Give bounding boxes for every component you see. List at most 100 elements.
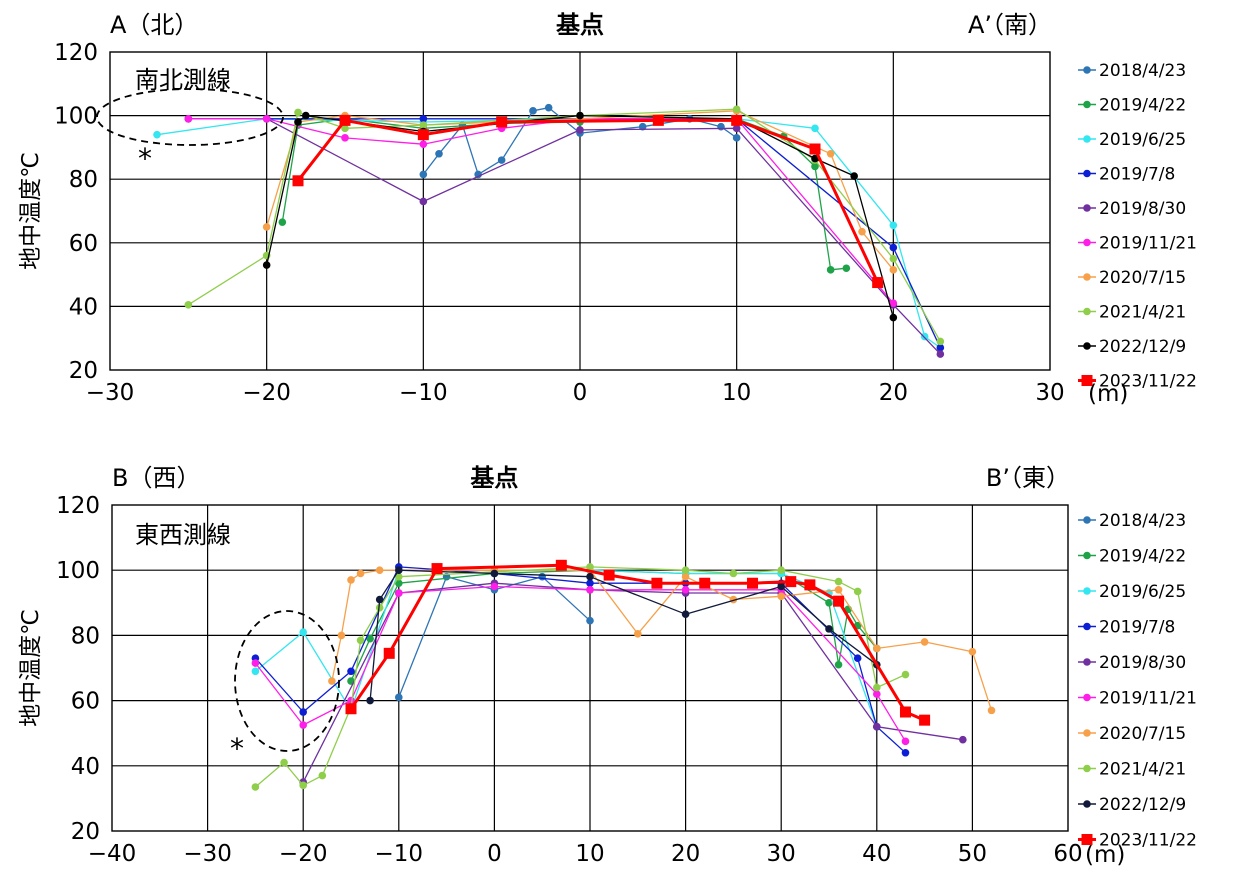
data-point — [341, 134, 349, 142]
data-point — [811, 154, 819, 163]
data-point — [987, 706, 996, 715]
plot-frame — [111, 504, 1069, 832]
data-point — [826, 266, 835, 274]
y-tick-label: 40 — [69, 294, 98, 320]
origin-label: 基点 — [470, 464, 518, 492]
legend-entry: 2019/8/30 — [1078, 653, 1186, 673]
data-point — [576, 111, 584, 120]
data-point — [936, 337, 945, 346]
legend-entry: 2018/4/23 — [1078, 511, 1186, 531]
data-point — [936, 350, 945, 358]
data-point — [811, 124, 819, 133]
data-point — [417, 129, 429, 141]
data-point — [383, 647, 395, 659]
legend-label: 2022/12/9 — [1099, 795, 1186, 815]
x-tick-label: 0 — [487, 841, 502, 867]
legend-entry: 2020/7/15 — [1078, 268, 1186, 288]
legend-entry: 2022/12/9 — [1078, 337, 1186, 357]
data-point — [811, 162, 819, 171]
data-point — [497, 156, 506, 164]
x-tick-label: 30 — [1035, 380, 1064, 406]
data-point — [872, 277, 884, 289]
x-unit-label: (m) — [1085, 842, 1125, 868]
data-point — [366, 634, 374, 643]
data-point — [834, 585, 843, 594]
data-point — [889, 243, 898, 252]
legend-swatch-marker — [1083, 273, 1091, 281]
y-axis-title: 地中温度℃ — [18, 609, 44, 727]
data-point — [889, 266, 898, 274]
data-point — [834, 577, 843, 586]
data-point — [586, 572, 594, 581]
y-tick-label: 120 — [54, 40, 98, 66]
asterisk-annotation: * — [138, 142, 152, 175]
legend-label: 2019/11/21 — [1099, 234, 1197, 254]
data-point — [732, 105, 741, 114]
data-point — [184, 114, 193, 123]
data-point — [278, 218, 287, 226]
data-point — [356, 569, 365, 578]
right-end-label: B’（東） — [986, 464, 1070, 492]
data-point — [544, 103, 553, 112]
data-point — [842, 264, 851, 273]
y-tick-label: 20 — [69, 358, 98, 384]
data-point — [555, 559, 567, 571]
data-point — [833, 595, 845, 607]
x-tick-label: 10 — [575, 841, 604, 867]
data-point — [375, 603, 384, 612]
data-point — [299, 781, 308, 790]
legend-entry: 2019/4/22 — [1078, 547, 1186, 567]
data-point — [395, 566, 403, 574]
data-point — [184, 301, 193, 309]
legend-entry: 2019/11/21 — [1078, 234, 1197, 254]
legend-swatch-marker — [1083, 587, 1091, 595]
legend-swatch-marker — [1083, 551, 1091, 560]
legend-swatch-marker — [1083, 764, 1091, 773]
data-point — [294, 118, 302, 126]
data-point — [785, 576, 797, 588]
legend-entry: 2020/7/15 — [1078, 724, 1186, 744]
data-point — [280, 758, 288, 767]
data-point — [731, 114, 743, 126]
data-point — [496, 116, 508, 128]
y-tick-label: 40 — [71, 754, 100, 780]
data-point — [419, 140, 428, 149]
data-point — [920, 332, 929, 341]
legend-swatch-marker — [1083, 658, 1091, 666]
x-tick-label: 10 — [722, 380, 751, 406]
legend-label: 2019/7/8 — [1099, 618, 1175, 638]
data-point — [732, 124, 741, 133]
survey-line-label: 南北測線 — [135, 66, 231, 94]
series-line — [296, 118, 880, 284]
left-end-label: B（西） — [112, 464, 200, 492]
data-point — [529, 107, 537, 115]
x-tick-label: 30 — [767, 841, 796, 867]
data-point — [292, 175, 304, 187]
data-point — [634, 629, 642, 638]
data-point — [337, 631, 346, 640]
legend-swatch-marker — [1083, 169, 1091, 178]
legend-label: 2023/11/22 — [1099, 372, 1197, 392]
data-point — [681, 572, 690, 581]
data-point — [825, 599, 833, 607]
data-point — [431, 563, 443, 575]
data-point — [251, 783, 260, 791]
data-point — [375, 566, 384, 574]
data-point — [777, 582, 785, 591]
legend-label: 2020/7/15 — [1099, 724, 1186, 744]
data-point — [889, 299, 898, 308]
data-point — [299, 708, 308, 716]
data-point — [968, 647, 977, 656]
legend-label: 2019/11/21 — [1099, 689, 1197, 709]
data-point — [853, 654, 862, 663]
x-unit-label: (m) — [1088, 381, 1128, 407]
data-point — [681, 610, 690, 619]
chart-north-south: −30 −20 −10 0 10 20 30 (m) 20 40 60 80 100 120 地中温度℃ A（… — [18, 11, 1197, 407]
data-point — [853, 587, 862, 596]
legend-swatch-marker — [1083, 66, 1091, 74]
plot-frame — [109, 51, 1051, 371]
origin-label: 基点 — [556, 11, 604, 39]
x-tick-label: 20 — [671, 841, 700, 867]
y-tick-label: 80 — [69, 167, 98, 193]
data-point — [747, 577, 759, 589]
